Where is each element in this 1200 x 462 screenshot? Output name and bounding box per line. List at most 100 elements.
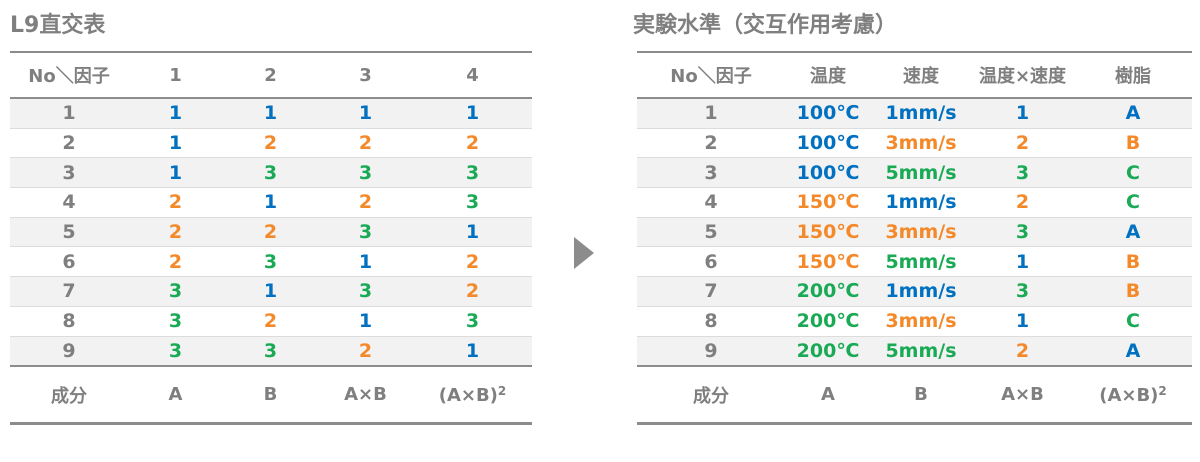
table-row: 7 200℃ 1mm/s 3 B <box>637 277 1192 307</box>
table-bottom-rule <box>10 422 532 426</box>
speed-cell: 3mm/s <box>885 132 957 155</box>
level-cell-col-1: 1 <box>168 161 183 184</box>
level-cell-col-3: 3 <box>358 161 373 184</box>
temperature-cell: 200℃ <box>796 280 860 303</box>
level-cell-col-2: 2 <box>263 310 278 333</box>
table-row: 5 150℃ 3mm/s 3 A <box>637 217 1192 248</box>
temperature-cell: 100℃ <box>796 132 860 155</box>
header-no-factor: No＼因子 <box>670 66 752 87</box>
table-row: 6 150℃ 5mm/s 1 B <box>637 247 1192 278</box>
interaction-cell: 1 <box>1015 250 1030 273</box>
temperature-cell: 100℃ <box>796 102 860 125</box>
table-body: 1 100℃ 1mm/s 1 A 2 100℃ 3mm/s 2 B 3 100℃ 5mm/s 3 C 4 150… <box>637 99 1192 366</box>
level-cell-col-2: 1 <box>263 280 278 303</box>
table-header-rule <box>10 97 532 99</box>
speed-cell: 5mm/s <box>885 161 957 184</box>
footer-component-b: B <box>263 384 278 406</box>
resin-cell: C <box>1126 310 1140 333</box>
table-row: 4 2 1 2 3 <box>10 188 532 218</box>
level-cell-col-2: 3 <box>263 161 278 184</box>
interaction-cell: 3 <box>1015 221 1030 244</box>
footer-component-axb: A×B <box>344 384 387 406</box>
row-number: 8 <box>704 310 718 333</box>
resin-cell: C <box>1126 191 1140 214</box>
level-cell-col-3: 1 <box>358 102 373 125</box>
level-cell-col-2: 2 <box>263 132 278 155</box>
resin-cell: A <box>1125 221 1141 244</box>
footer-axb-base: (A×B) <box>438 384 498 406</box>
speed-cell: 1mm/s <box>885 280 957 303</box>
header-col-4: 4 <box>466 64 479 86</box>
row-number: 2 <box>62 132 76 155</box>
table-bottom-rule <box>637 422 1192 426</box>
resin-cell: B <box>1125 250 1141 273</box>
row-number: 4 <box>704 191 718 214</box>
table-row: 8 200℃ 3mm/s 1 C <box>637 307 1192 337</box>
table-top-rule <box>637 51 1192 53</box>
footer-component-b: B <box>914 384 928 406</box>
table-footer-row: 成分 A B A×B (A×B)2 <box>10 367 532 423</box>
level-cell-col-2: 1 <box>263 191 278 214</box>
table-row: 8 3 2 1 3 <box>10 307 532 337</box>
header-temp-x-speed: 温度×速度 <box>978 66 1067 87</box>
table-header-rule <box>637 97 1192 99</box>
table-header-row: No＼因子 1 2 3 4 <box>10 53 532 97</box>
interaction-cell: 1 <box>1015 310 1030 333</box>
triangle-right-icon <box>574 237 594 269</box>
level-cell-col-3: 1 <box>358 250 373 273</box>
level-cell-col-2: 1 <box>263 102 278 125</box>
level-cell-col-1: 2 <box>168 250 183 273</box>
level-cell-col-1: 2 <box>168 221 183 244</box>
footer-axb-exponent: 2 <box>497 383 507 398</box>
row-number: 3 <box>62 161 76 184</box>
footer-axb-exponent: 2 <box>1158 383 1167 398</box>
resin-cell: B <box>1125 280 1141 303</box>
level-cell-col-2: 3 <box>263 250 278 273</box>
footer-component-a: A <box>168 384 183 406</box>
header-no-factor: No＼因子 <box>28 66 110 87</box>
resin-cell: A <box>1125 339 1141 362</box>
row-number: 5 <box>704 221 718 244</box>
row-number: 4 <box>62 191 76 214</box>
table-row: 3 1 3 3 3 <box>10 158 532 189</box>
header-resin: 樹脂 <box>1115 66 1151 87</box>
table-footer-row: 成分 A B A×B (A×B)2 <box>637 367 1192 423</box>
level-cell-col-4: 1 <box>465 339 480 362</box>
level-cell-col-3: 3 <box>358 221 373 244</box>
level-cell-col-3: 2 <box>358 132 373 155</box>
temperature-cell: 150℃ <box>796 221 860 244</box>
header-col-1: 1 <box>169 64 182 86</box>
level-cell-col-4: 2 <box>465 280 480 303</box>
level-cell-col-4: 1 <box>465 102 480 125</box>
level-cell-col-2: 2 <box>263 221 278 244</box>
row-number: 1 <box>62 102 76 125</box>
speed-cell: 1mm/s <box>885 102 957 125</box>
row-number: 2 <box>704 132 718 155</box>
footer-label-component: 成分 <box>693 385 729 407</box>
row-number: 5 <box>62 221 76 244</box>
level-cell-col-3: 2 <box>358 191 373 214</box>
temperature-cell: 200℃ <box>796 310 860 333</box>
table-row: 2 100℃ 3mm/s 2 B <box>637 129 1192 159</box>
interaction-cell: 2 <box>1015 191 1030 214</box>
row-number: 6 <box>62 250 76 273</box>
row-number: 7 <box>704 280 718 303</box>
interaction-cell: 3 <box>1015 280 1030 303</box>
interaction-cell: 1 <box>1015 102 1030 125</box>
temperature-cell: 150℃ <box>796 191 860 214</box>
table-top-rule <box>10 51 532 53</box>
level-cell-col-1: 3 <box>168 339 183 362</box>
row-number: 9 <box>62 339 76 362</box>
table-footer-rule <box>637 365 1192 368</box>
table-row: 9 3 3 2 1 <box>10 336 532 366</box>
table-footer-rule <box>10 365 532 368</box>
footer-label-component: 成分 <box>51 385 87 407</box>
l9-table-title: L9直交表 <box>10 13 106 38</box>
level-cell-col-1: 1 <box>168 102 183 125</box>
level-cell-col-3: 3 <box>358 280 373 303</box>
footer-component-axb-squared: (A×B)2 <box>413 384 532 406</box>
table-row: 9 200℃ 5mm/s 2 A <box>637 336 1192 366</box>
row-number: 3 <box>704 161 718 184</box>
speed-cell: 5mm/s <box>885 250 957 273</box>
